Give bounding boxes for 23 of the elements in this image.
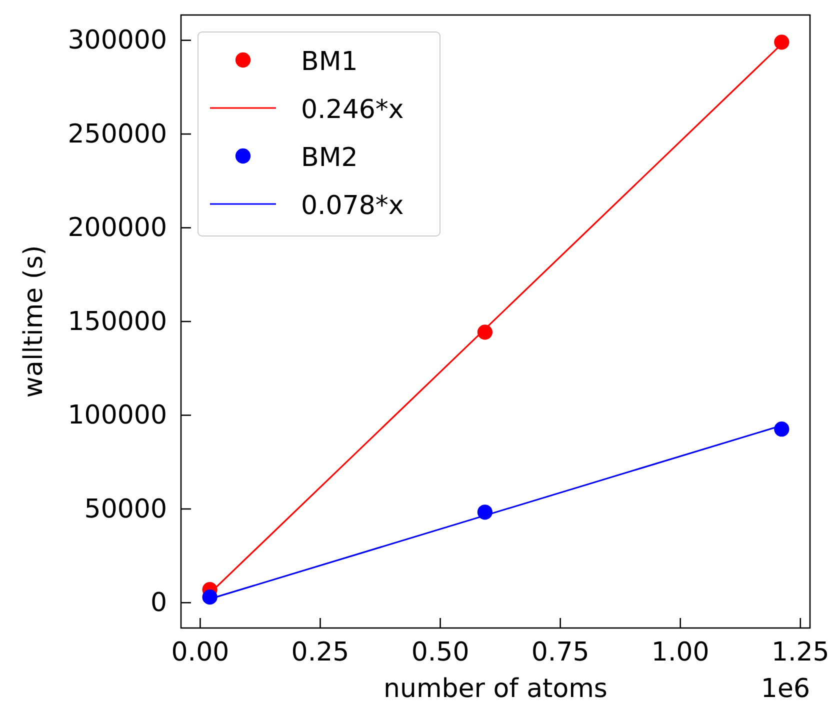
legend-label: 0.078*x xyxy=(301,191,404,221)
x-axis-title: number of atoms xyxy=(384,674,608,702)
x-tick-label: 0.50 xyxy=(411,637,470,668)
x-tick-label: 0.75 xyxy=(531,637,590,668)
x-tick-label: 1.00 xyxy=(651,637,710,668)
legend-label: BM2 xyxy=(301,143,358,173)
y-tick-label: 200000 xyxy=(68,213,167,244)
x-tick-label: 1.25 xyxy=(771,637,830,668)
y-tick-label: 250000 xyxy=(68,119,167,150)
y-tick-label: 150000 xyxy=(68,306,167,337)
legend-label: 0.246*x xyxy=(301,95,404,125)
point xyxy=(774,34,790,50)
y-tick-label: 100000 xyxy=(68,400,167,431)
y-tick-label: 50000 xyxy=(84,494,167,524)
y-axis-title: walltime (s) xyxy=(19,245,49,398)
legend-label: BM1 xyxy=(301,47,358,77)
text: 1e6 xyxy=(760,674,810,702)
point xyxy=(774,422,790,437)
x-tick-label: 0.00 xyxy=(171,637,230,668)
point xyxy=(202,590,218,605)
y-tick-label: 300000 xyxy=(68,26,167,56)
y-tick-label: 0 xyxy=(150,588,167,618)
x-tick-label: 0.25 xyxy=(291,637,350,668)
